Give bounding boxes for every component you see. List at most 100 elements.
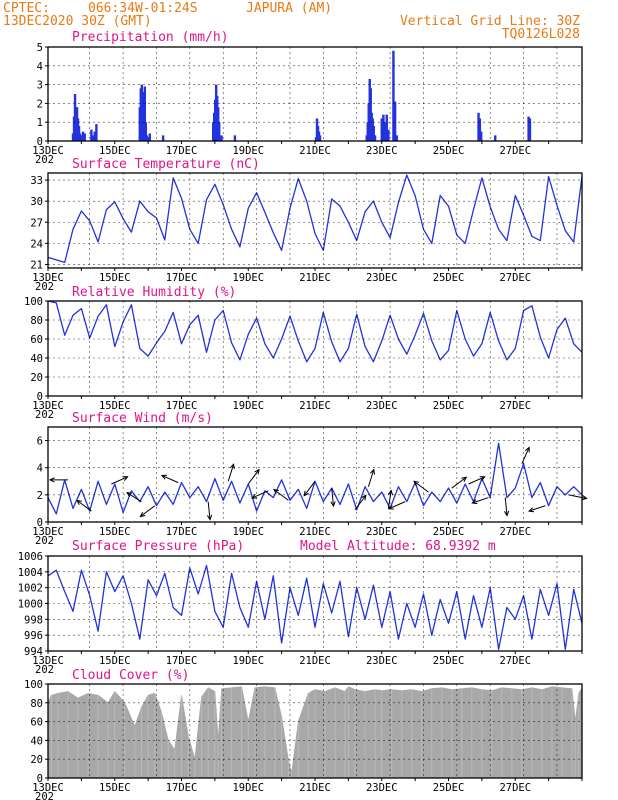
wind-arrow-head (330, 501, 336, 508)
x-tick-label: 21DEC (299, 655, 331, 667)
x-year-label: 202 (35, 664, 54, 676)
precip-bar (393, 101, 397, 141)
x-tick-label: 27DEC (499, 782, 531, 794)
precip-bar (80, 135, 83, 141)
wind-arrow-head (254, 468, 260, 475)
x-tick-label: 13DEC (32, 655, 64, 667)
precip-bar (528, 118, 532, 141)
pres-line (47, 564, 583, 651)
precip-bar (478, 118, 482, 141)
x-tick-label: 15DEC (99, 272, 131, 284)
y-tick-label: 4 (37, 463, 43, 475)
wind-arrow-head (479, 476, 486, 481)
x-tick-label: 21DEC (299, 782, 331, 794)
precip-bar (95, 124, 98, 141)
panel-title: Cloud Cover (%) (72, 668, 189, 683)
header-source: CPTEC: (3, 1, 50, 16)
y-tick-label: 40 (30, 353, 43, 365)
precip-bar (78, 133, 82, 141)
x-year-label: 202 (35, 535, 54, 547)
panel-title: Relative Humidity (%) (72, 285, 236, 300)
precip-bar (387, 129, 390, 141)
precip-bar (380, 118, 383, 141)
precip-bar (383, 122, 387, 141)
y-tick-label: 20 (30, 372, 43, 384)
precip-bar (143, 86, 146, 141)
x-tick-label: 21DEC (299, 272, 331, 284)
x-tick-label: 27DEC (499, 655, 531, 667)
panel-title: Precipitation (mm/h) (72, 30, 229, 45)
y-tick-label: 1006 (18, 551, 43, 563)
y-tick-label: 0 (37, 136, 43, 148)
x-tick-label: 15DEC (99, 145, 131, 157)
precip-bar (93, 131, 96, 141)
temp-line (47, 174, 583, 264)
x-tick-label: 23DEC (366, 782, 398, 794)
precip-bar (90, 129, 93, 141)
x-tick-label: 25DEC (433, 526, 465, 538)
y-tick-label: 2 (37, 98, 43, 110)
header-coords: 066:34W-01:24S (88, 1, 198, 16)
x-year-label: 202 (35, 409, 54, 421)
x-year-label: 202 (35, 154, 54, 166)
wind-arrow-head (251, 493, 258, 499)
precip-bar (146, 137, 150, 141)
panel-pres: 994 996 998 1000 1002 1004 1006 13DEC 15DEC 17DEC… (18, 539, 583, 676)
wind-arrow (207, 501, 211, 520)
panel-annotation: Model Altitude: 68.9392 m (300, 539, 496, 554)
wind-arrow-head (76, 499, 82, 506)
y-tick-label: 998 (24, 614, 43, 626)
wind-arrow (126, 492, 142, 503)
y-tick-label: 80 (30, 698, 43, 710)
wind-arrow-head (229, 463, 235, 470)
precip-bar (148, 133, 151, 141)
x-tick-label: 27DEC (499, 272, 531, 284)
precip-bar (385, 114, 388, 141)
x-tick-label: 15DEC (99, 400, 131, 412)
x-tick-label: 17DEC (166, 400, 198, 412)
x-tick-label: 25DEC (433, 400, 465, 412)
x-tick-label: 13DEC (32, 526, 64, 538)
x-tick-label: 23DEC (366, 400, 398, 412)
wind-arrow-head (272, 488, 279, 495)
x-tick-label: 23DEC (366, 526, 398, 538)
x-tick-label: 15DEC (99, 526, 131, 538)
plot-area (48, 173, 582, 268)
wind-arrow (388, 501, 406, 510)
wind-arrow (528, 505, 546, 512)
wind-arrow (472, 497, 489, 504)
precip-bar (144, 122, 147, 141)
y-tick-label: 2 (37, 490, 43, 502)
wind-arrow (468, 476, 485, 485)
x-tick-label: 25DEC (433, 655, 465, 667)
x-tick-label: 19DEC (232, 655, 264, 667)
wind-arrow (227, 464, 235, 482)
precip-bar (477, 112, 480, 141)
wind-arrow (273, 489, 289, 501)
precip-bar (372, 125, 375, 141)
wind-arrow-head (206, 514, 213, 521)
precip-bar (220, 135, 223, 141)
wind-arrow (387, 490, 392, 509)
wind-arrow (76, 499, 92, 512)
wind-arrow-head (387, 489, 394, 496)
y-tick-label: 994 (24, 646, 43, 658)
rh-line (47, 300, 583, 363)
wind-arrow-head (139, 511, 146, 518)
header-model-code: TQ0126L028 (502, 27, 580, 42)
y-tick-label: 1000 (18, 599, 43, 611)
y-tick-label: 60 (30, 717, 43, 729)
y-tick-label: 3 (37, 80, 43, 92)
panel-title: Surface Pressure (hPa) (72, 539, 244, 554)
x-tick-label: 17DEC (166, 655, 198, 667)
x-tick-label: 17DEC (166, 272, 198, 284)
wind-arrow (568, 494, 587, 499)
x-tick-label: 19DEC (232, 400, 264, 412)
y-tick-label: 1 (37, 117, 43, 129)
precip-bar (318, 135, 322, 141)
precip-bar (527, 116, 530, 141)
wind-arrow (521, 447, 530, 464)
x-tick-label: 21DEC (299, 145, 331, 157)
precip-bar (480, 131, 483, 141)
